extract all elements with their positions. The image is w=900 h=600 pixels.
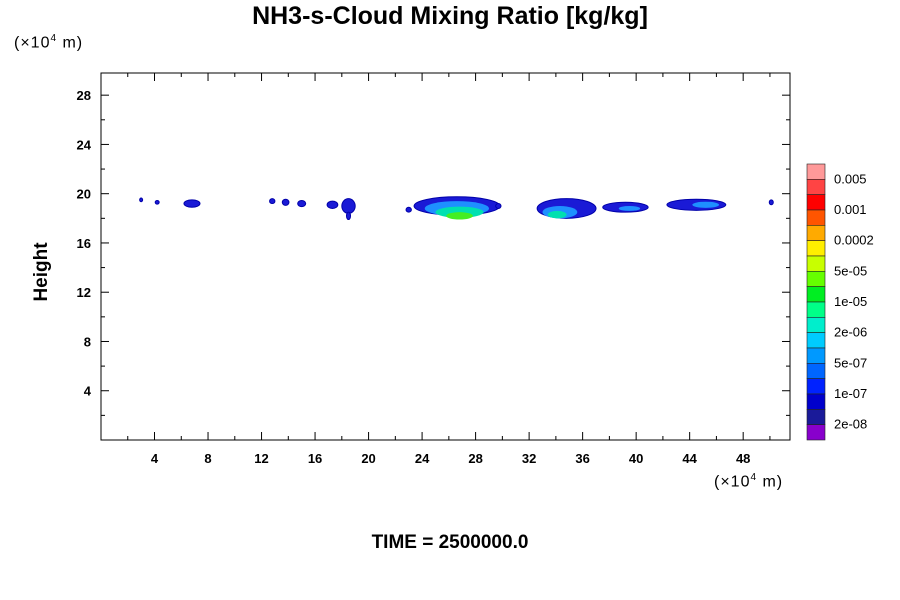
colorbar-label: 1e-05 — [834, 294, 867, 309]
colorbar-swatch — [806, 363, 826, 379]
cloud-patch — [139, 197, 144, 203]
cloud-patch — [345, 211, 352, 221]
colorbar: 0.005 0.001 0.0002 5e-05 1e-05 2e-06 5e-07 1e-0… — [806, 163, 874, 441]
y-tick-label: 20 — [77, 187, 91, 202]
y-tick-label: 4 — [84, 384, 92, 399]
cloud-patch — [269, 198, 276, 205]
x-tick-label: 28 — [468, 451, 482, 466]
colorbar-swatch — [806, 424, 826, 441]
colorbar-swatch — [806, 179, 826, 195]
colorbar-swatch — [806, 347, 826, 364]
colorbar-label: 2e-08 — [834, 417, 867, 432]
colorbar-swatch — [806, 194, 826, 211]
cloud-patch — [446, 212, 473, 220]
chart-title: NH3-s-Cloud Mixing Ratio [kg/kg] — [252, 2, 648, 30]
colorbar-swatch — [806, 378, 826, 395]
y-tick-label: 16 — [77, 236, 91, 251]
colorbar-label: 0.001 — [834, 202, 867, 217]
time-label: TIME = 2500000.0 — [371, 532, 529, 553]
cloud-patch — [297, 199, 307, 208]
colorbar-label: 5e-07 — [834, 355, 867, 370]
cloud-patch — [341, 198, 356, 214]
x-tick-label: 8 — [204, 451, 211, 466]
x-tick-label: 48 — [736, 451, 750, 466]
colorbar-swatch — [806, 163, 826, 180]
x-tick-label: 40 — [629, 451, 643, 466]
colorbar-swatch — [806, 225, 826, 241]
cloud-patch — [154, 199, 160, 205]
colorbar-swatch — [806, 240, 826, 257]
colorbar-label: 5e-05 — [834, 263, 867, 278]
colorbar-swatch — [806, 271, 826, 287]
colorbar-swatch — [806, 301, 826, 318]
y-tick-label: 24 — [77, 137, 92, 152]
x-unit-suffix: m) — [757, 473, 784, 491]
colorbar-swatch — [806, 409, 826, 425]
x-tick-label: 16 — [308, 451, 322, 466]
y-unit-exponent: 4 — [50, 33, 58, 44]
cloud-patch — [692, 201, 720, 208]
cloud-patch — [547, 210, 567, 219]
x-unit-prefix: (×10 — [714, 473, 751, 491]
colorbar-swatch — [806, 209, 826, 226]
x-tick-label: 4 — [151, 451, 159, 466]
colorbar-label: 2e-06 — [834, 325, 867, 340]
y-unit-prefix: (×10 — [14, 34, 51, 52]
x-tick-label: 12 — [254, 451, 268, 466]
y-axis-unit: (×104 m) — [14, 33, 83, 52]
colorbar-swatch — [806, 393, 826, 410]
colorbar-swatch — [806, 255, 826, 272]
x-tick-label: 32 — [522, 451, 536, 466]
cloud-patch — [326, 200, 339, 209]
cloud-patch — [281, 198, 290, 206]
cloud-patch — [618, 206, 641, 211]
y-unit-suffix: m) — [57, 34, 84, 52]
cloud-patch — [183, 199, 201, 208]
cloud-field — [139, 196, 774, 221]
colorbar-label: 0.005 — [834, 171, 867, 186]
colorbar-label: 0.0002 — [834, 233, 874, 248]
colorbar-swatch — [806, 286, 826, 303]
x-tick-label: 44 — [682, 451, 697, 466]
plot-frame — [100, 72, 791, 441]
x-unit-exponent: 4 — [750, 472, 758, 483]
x-tick-label: 24 — [415, 451, 430, 466]
colorbar-swatch — [806, 332, 826, 349]
y-tick-label: 28 — [77, 88, 91, 103]
y-tick-label: 12 — [77, 285, 91, 300]
x-tick-label: 36 — [575, 451, 589, 466]
x-axis-unit: (×104 m) — [714, 472, 783, 491]
colorbar-swatch — [806, 317, 826, 333]
cloud-patch — [495, 203, 502, 209]
colorbar-label: 1e-07 — [834, 386, 867, 401]
cloud-patch — [768, 199, 774, 206]
x-tick-label: 20 — [361, 451, 375, 466]
cloud-patch — [405, 206, 412, 213]
y-tick-label: 8 — [84, 334, 91, 349]
